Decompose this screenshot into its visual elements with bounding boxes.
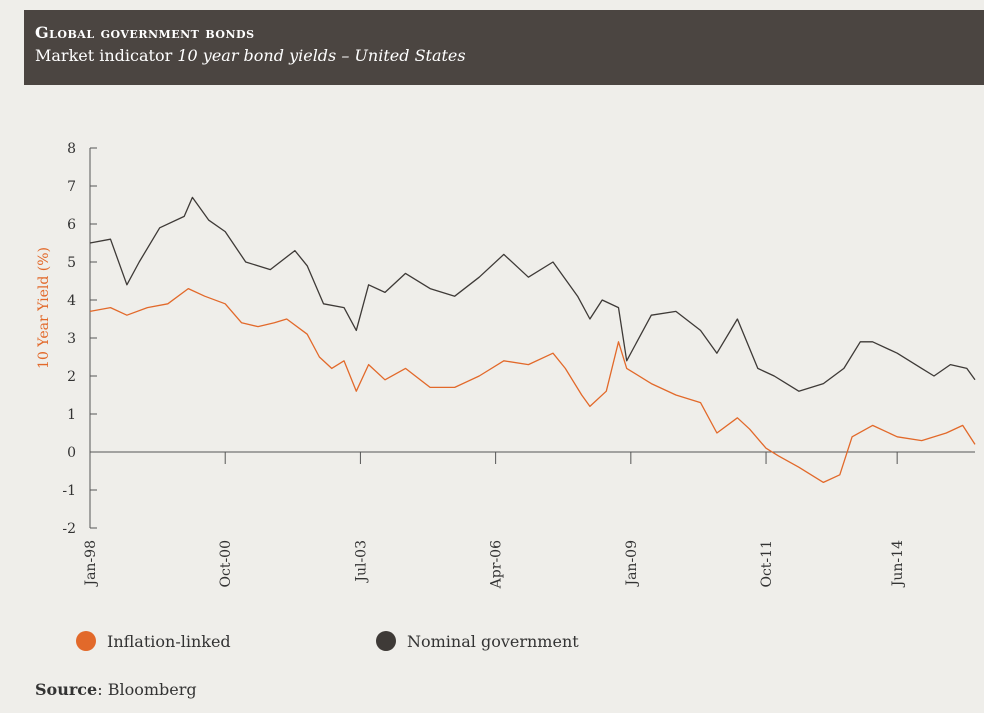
- legend-dot-nominal: [376, 631, 396, 651]
- legend-label-inflation: Inflation-linked: [107, 631, 231, 651]
- y-tick-label: 8: [67, 141, 76, 157]
- y-tick-label: 6: [67, 217, 76, 233]
- series-line-nominal: [89, 196, 976, 392]
- x-tick-label: Jan-09: [624, 540, 640, 588]
- x-tick-label: Oct-00: [218, 540, 234, 588]
- subtitle-prefix: Market indicator: [35, 46, 178, 65]
- x-tick-label: Apr-06: [489, 540, 505, 589]
- x-tick-label: Jul-03: [353, 540, 369, 584]
- chart-title: Global government bonds: [35, 23, 255, 42]
- y-tick-label: 1: [67, 407, 76, 423]
- y-tick-label: 5: [67, 255, 76, 271]
- y-tick-label: 0: [67, 445, 76, 461]
- y-tick-label: 3: [67, 331, 76, 347]
- source-text: : Bloomberg: [97, 680, 197, 699]
- x-tick-label: Jan-98: [83, 540, 99, 588]
- y-axis-label: 10 Year Yield (%): [36, 247, 52, 369]
- y-tick-label: 4: [67, 293, 76, 309]
- y-tick-label: 2: [67, 369, 76, 385]
- subtitle-italic: 10 year bond yields – United States: [177, 46, 466, 65]
- y-tick-label: 7: [67, 179, 76, 195]
- x-tick-label: Oct-11: [759, 540, 775, 588]
- series-line-inflation: [89, 287, 976, 484]
- x-axis: Jan-98 Oct-00 Jul-03 Apr-06 Jan-09 Oct-11 Jun-…: [83, 451, 975, 589]
- y-tick-label: -1: [62, 483, 76, 499]
- y-tick-label: -2: [62, 521, 76, 537]
- legend-item-nominal: Nominal government: [376, 631, 579, 651]
- source-note: Source: Bloomberg: [35, 680, 197, 699]
- legend-item-inflation: Inflation-linked: [76, 631, 231, 651]
- legend-dot-inflation: [76, 631, 96, 651]
- y-axis: -2 -1 0 1 2 3 4 5 6 7 8: [62, 141, 97, 537]
- x-tick-label: Jun-14: [890, 540, 906, 588]
- legend-label-nominal: Nominal government: [407, 631, 579, 651]
- chart-header: Global government bonds Market indicator…: [24, 10, 984, 85]
- series-layer: [89, 196, 976, 484]
- source-label: Source: [35, 680, 98, 699]
- chart-subtitle: Market indicator 10 year bond yields – U…: [35, 46, 984, 65]
